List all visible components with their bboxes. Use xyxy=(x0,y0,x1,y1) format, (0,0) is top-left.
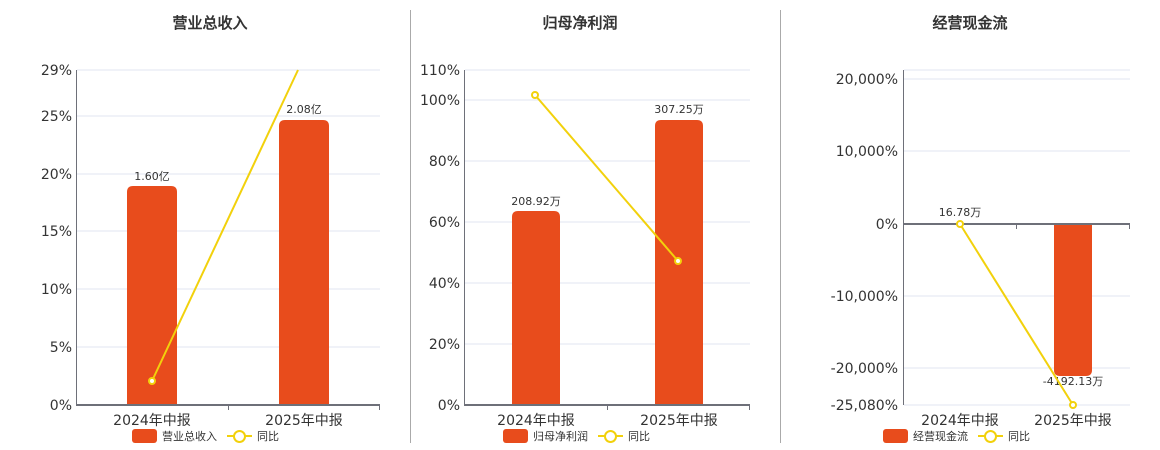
legend-bar-label[interactable]: 营业总收入 xyxy=(162,430,217,443)
svg-text:20%: 20% xyxy=(41,167,72,183)
legend-line-swatch[interactable] xyxy=(598,429,623,443)
bar-value-label: 2.08亿 xyxy=(286,103,322,116)
grid-lines xyxy=(77,69,380,348)
svg-text:5%: 5% xyxy=(50,340,72,356)
svg-text:29%: 29% xyxy=(41,63,72,79)
svg-text:100%: 100% xyxy=(420,93,460,109)
net-profit-chart-panel: 归母净利润 110% 100% 80% 60% 40% 20% 0% 208.9… xyxy=(420,14,750,444)
x-category-label: 2024年中报 xyxy=(921,413,999,429)
yoy-point[interactable] xyxy=(148,377,156,385)
svg-text:0%: 0% xyxy=(50,398,72,414)
y-axis-ticks: 20,000% 10,000% 0% -10,000% -20,000% -25… xyxy=(831,72,898,414)
svg-text:110%: 110% xyxy=(420,63,460,79)
yoy-point[interactable] xyxy=(531,91,539,99)
chart-title: 营业总收入 xyxy=(172,14,248,32)
legend-bar-swatch[interactable] xyxy=(503,429,528,443)
legend-bar-label[interactable]: 归母净利润 xyxy=(533,430,588,443)
x-category-label: 2025年中报 xyxy=(265,413,343,429)
chart-title: 归母净利润 xyxy=(542,14,618,32)
svg-text:60%: 60% xyxy=(429,215,460,231)
legend-bar-label[interactable]: 经营现金流 xyxy=(913,430,968,443)
yoy-line xyxy=(151,69,299,382)
y-axis-ticks: 110% 100% 80% 60% 40% 20% 0% xyxy=(420,63,460,414)
legend-line-label[interactable]: 同比 xyxy=(257,430,279,443)
legend-line-swatch[interactable] xyxy=(978,429,1003,443)
svg-text:-10,000%: -10,000% xyxy=(831,289,898,305)
legend-line-label[interactable]: 同比 xyxy=(628,430,650,443)
svg-text:10%: 10% xyxy=(41,282,72,298)
revenue-chart-plot: 29% 25% 20% 15% 10% 5% 0% 1.60亿 2.08亿 20… xyxy=(41,63,380,429)
x-category-label: 2024年中报 xyxy=(497,413,575,429)
legend-bar-swatch[interactable] xyxy=(883,429,908,443)
svg-text:25%: 25% xyxy=(41,109,72,125)
revenue-chart-panel: 营业总收入 29% 25% 20% 15% 10% 5% 0% 1.60亿 2.… xyxy=(0,0,410,450)
chart-legend: 营业总收入 同比 xyxy=(132,428,279,444)
grid-lines xyxy=(904,69,1130,406)
svg-text:20%: 20% xyxy=(429,337,460,353)
net-profit-chart-plot: 110% 100% 80% 60% 40% 20% 0% 208.92万 307… xyxy=(420,63,750,429)
svg-text:20,000%: 20,000% xyxy=(836,72,898,88)
bar-value-label: 307.25万 xyxy=(654,103,704,116)
panel-divider xyxy=(780,10,781,443)
legend-line-label[interactable]: 同比 xyxy=(1008,430,1030,443)
legend-line-swatch[interactable] xyxy=(227,429,252,443)
chart-legend: 经营现金流 同比 xyxy=(883,428,1030,444)
bar-value-label: -4192.13万 xyxy=(1043,375,1103,388)
bar-2024[interactable] xyxy=(512,211,560,405)
svg-text:0%: 0% xyxy=(438,398,460,414)
bar-value-label: 208.92万 xyxy=(511,195,561,208)
yoy-point[interactable] xyxy=(956,220,964,228)
yoy-point[interactable] xyxy=(674,257,682,265)
svg-text:10,000%: 10,000% xyxy=(836,144,898,160)
bar-2025[interactable] xyxy=(279,120,329,405)
legend-bar-swatch[interactable] xyxy=(132,429,157,443)
panel-divider xyxy=(410,10,411,443)
svg-text:15%: 15% xyxy=(41,224,72,240)
yoy-line xyxy=(959,223,1074,406)
chart-title: 经营现金流 xyxy=(932,14,1008,32)
yoy-line xyxy=(534,94,679,262)
svg-text:80%: 80% xyxy=(429,154,460,170)
svg-text:0%: 0% xyxy=(876,217,898,233)
chart-legend: 归母净利润 同比 xyxy=(503,428,650,444)
svg-text:40%: 40% xyxy=(429,276,460,292)
bar-value-label: 16.78万 xyxy=(939,206,982,219)
x-category-label: 2025年中报 xyxy=(640,413,718,429)
x-category-label: 2025年中报 xyxy=(1034,413,1112,429)
y-axis-ticks: 29% 25% 20% 15% 10% 5% 0% xyxy=(41,63,72,414)
x-category-label: 2024年中报 xyxy=(113,413,191,429)
yoy-point[interactable] xyxy=(1069,401,1077,409)
bar-2024[interactable] xyxy=(127,186,177,405)
svg-text:-20,000%: -20,000% xyxy=(831,361,898,377)
bar-2025[interactable] xyxy=(1054,224,1092,376)
svg-text:-25,080%: -25,080% xyxy=(831,398,898,414)
bar-value-label: 1.60亿 xyxy=(134,170,170,183)
